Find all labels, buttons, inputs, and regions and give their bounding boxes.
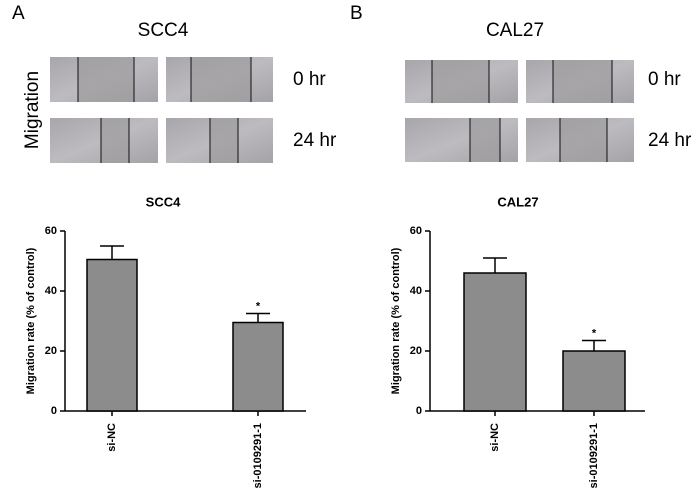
wound-gap (553, 60, 612, 103)
bar (232, 321, 284, 412)
significance: * (256, 300, 261, 312)
wound-gap (78, 57, 134, 102)
micrographs (50, 57, 634, 163)
panel-label: B (350, 3, 363, 24)
row-label: Migration (22, 71, 43, 149)
x-tick-label: si-NC (106, 423, 118, 452)
panel-label: A (12, 3, 25, 24)
wound-gap (432, 60, 489, 103)
y-tick-label: 60 (45, 225, 57, 237)
panel-title: SCC4 (138, 20, 189, 41)
wound-gap (470, 118, 500, 162)
chart-title: CAL27 (497, 194, 538, 209)
time-label: 24 hr (648, 130, 692, 151)
panel-title: CAL27 (486, 20, 544, 41)
time-label: 0 hr (648, 69, 681, 90)
wound-gap (101, 118, 129, 163)
x-tick-label: si-0109291-1 (252, 423, 264, 488)
x-tick-label: si-0109291-1 (588, 423, 600, 488)
bar (86, 258, 138, 412)
y-tick-label: 20 (45, 345, 57, 357)
y-axis-label: Migration rate (% of control) (390, 247, 402, 394)
y-tick-label: 0 (416, 405, 422, 417)
y-tick-label: 40 (45, 285, 57, 297)
y-tick-label: 40 (410, 285, 422, 297)
y-axis-label: Migration rate (% of control) (25, 247, 37, 394)
wound-gap (191, 57, 251, 102)
significance: * (592, 327, 597, 339)
wound-gap (210, 118, 238, 163)
y-tick-label: 60 (410, 225, 422, 237)
y-tick-label: 20 (410, 345, 422, 357)
y-tick-label: 0 (51, 405, 57, 417)
time-label: 0 hr (293, 69, 326, 90)
chart-title: SCC4 (146, 194, 181, 209)
time-label: 24 hr (293, 130, 337, 151)
bar (562, 350, 626, 412)
wound-gap (560, 118, 607, 162)
x-tick-label: si-NC (489, 423, 501, 452)
bar (463, 272, 527, 412)
micrograph (405, 118, 518, 162)
